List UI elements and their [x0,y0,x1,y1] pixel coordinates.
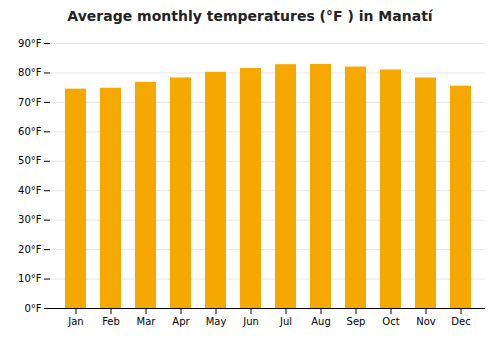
svg-text:50°F: 50°F [18,155,42,166]
svg-text:Nov: Nov [416,316,436,327]
svg-text:40°F: 40°F [18,185,42,196]
svg-text:20°F: 20°F [18,244,42,255]
svg-text:70°F: 70°F [18,97,42,108]
svg-text:60°F: 60°F [18,126,42,137]
svg-text:Oct: Oct [382,316,399,327]
svg-text:30°F: 30°F [18,214,42,225]
svg-text:10°F: 10°F [18,273,42,284]
svg-text:80°F: 80°F [18,67,42,78]
svg-text:May: May [206,316,227,327]
svg-text:Apr: Apr [172,316,190,327]
svg-text:90°F: 90°F [18,38,42,49]
svg-text:0°F: 0°F [24,303,41,314]
svg-text:Aug: Aug [311,316,331,327]
svg-text:Jan: Jan [67,316,83,327]
html-text:Average monthly temperatures (: Average monthly temperatures (°F ) in Ma… [67,8,433,24]
svg-text:Sep: Sep [347,316,366,327]
svg-text:Mar: Mar [137,316,157,327]
svg-text:Dec: Dec [451,316,470,327]
svg-text:Feb: Feb [102,316,120,327]
svg-text:Jun: Jun [242,316,259,327]
svg-text:Jul: Jul [279,316,292,327]
